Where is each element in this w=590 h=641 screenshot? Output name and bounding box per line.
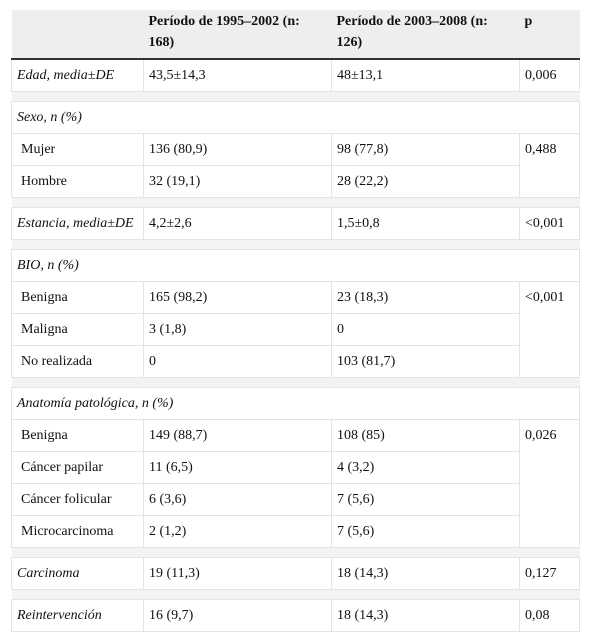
data-row: Microcarcinoma 2 (1,2) 7 (5,6)	[11, 515, 580, 548]
spacer	[11, 377, 580, 388]
header-cell: Período de 2003–2008 (n: 126)	[331, 10, 520, 60]
value-cell: 4 (3,2)	[331, 451, 520, 484]
value-cell: 103 (81,7)	[331, 345, 520, 378]
value-cell: 19 (11,3)	[143, 557, 332, 590]
p-value: 0,127	[519, 557, 580, 590]
section-title: BIO, n (%)	[11, 249, 580, 282]
value-cell: 2 (1,2)	[143, 515, 332, 548]
row-label: Estancia, media±DE	[11, 207, 144, 240]
value-cell: 18 (14,3)	[331, 599, 520, 632]
section-row: Anatomía patológica, n (%)	[11, 387, 580, 420]
value-cell: 149 (88,7)	[143, 419, 332, 452]
value-cell: 18 (14,3)	[331, 557, 520, 590]
data-row: Edad, media±DE 43,5±14,3 48±13,1 0,006	[11, 58, 580, 92]
row-label: Benigna	[11, 281, 144, 314]
section-row: Sexo, n (%)	[11, 101, 580, 134]
value-cell: 0	[143, 345, 332, 378]
header-cell: Período de 1995–2002 (n: 168)	[143, 10, 332, 60]
value-cell: 6 (3,6)	[143, 483, 332, 516]
section-title: Sexo, n (%)	[11, 101, 580, 134]
data-row: Cáncer papilar 11 (6,5) 4 (3,2)	[11, 451, 580, 484]
value-cell: 7 (5,6)	[331, 483, 520, 516]
row-label: Mujer	[11, 133, 144, 166]
header-cell: p	[519, 10, 580, 60]
row-label: Cáncer folicular	[11, 483, 144, 516]
header-cell	[11, 10, 144, 60]
value-cell: 23 (18,3)	[331, 281, 520, 314]
spacer	[11, 239, 580, 250]
data-row: No realizada 0 103 (81,7)	[11, 345, 580, 378]
value-cell: 11 (6,5)	[143, 451, 332, 484]
spacer	[11, 197, 580, 208]
value-cell: 108 (85)	[331, 419, 520, 452]
p-value: 0,026	[519, 419, 580, 548]
spacer-row	[11, 547, 580, 558]
value-cell: 4,2±2,6	[143, 207, 332, 240]
row-label: No realizada	[11, 345, 144, 378]
data-row: Mujer 136 (80,9) 98 (77,8) 0,488	[11, 133, 580, 198]
value-cell: 136 (80,9)	[143, 133, 332, 166]
data-row: Reintervención 16 (9,7) 18 (14,3) 0,08	[11, 599, 580, 632]
p-value: 0,08	[519, 599, 580, 632]
value-cell: 98 (77,8)	[331, 133, 520, 166]
p-value: 0,006	[519, 58, 580, 92]
spacer-row	[11, 589, 580, 600]
p-value: <0,001	[519, 281, 580, 378]
header-row: Período de 1995–2002 (n: 168) Período de…	[11, 10, 580, 60]
table-body: Edad, media±DE 43,5±14,3 48±13,1 0,006 Sexo,…	[11, 58, 580, 632]
value-cell: 48±13,1	[331, 58, 520, 92]
data-row: Benigna 149 (88,7) 108 (85) 0,026	[11, 419, 580, 548]
data-row: Estancia, media±DE 4,2±2,6 1,5±0,8 <0,001	[11, 207, 580, 240]
spacer-row	[11, 377, 580, 388]
spacer-row	[11, 197, 580, 208]
data-row: Benigna 165 (98,2) 23 (18,3) <0,001	[11, 281, 580, 378]
data-row: Cáncer folicular 6 (3,6) 7 (5,6)	[11, 483, 580, 516]
spacer	[11, 547, 580, 558]
value-cell: 16 (9,7)	[143, 599, 332, 632]
row-label: Edad, media±DE	[11, 58, 144, 92]
p-value: <0,001	[519, 207, 580, 240]
value-cell: 3 (1,8)	[143, 313, 332, 346]
section-title: Anatomía patológica, n (%)	[11, 387, 580, 420]
value-cell: 1,5±0,8	[331, 207, 520, 240]
row-label: Cáncer papilar	[11, 451, 144, 484]
spacer	[11, 91, 580, 102]
p-value: 0,488	[519, 133, 580, 198]
row-label: Maligna	[11, 313, 144, 346]
data-row: Maligna 3 (1,8) 0	[11, 313, 580, 346]
data-row: Hombre 32 (19,1) 28 (22,2)	[11, 165, 580, 198]
value-cell: 7 (5,6)	[331, 515, 520, 548]
row-label: Benigna	[11, 419, 144, 452]
spacer-row	[11, 91, 580, 102]
value-cell: 43,5±14,3	[143, 58, 332, 92]
data-table: Período de 1995–2002 (n: 168) Período de…	[11, 10, 580, 632]
section-row: BIO, n (%)	[11, 249, 580, 282]
value-cell: 0	[331, 313, 520, 346]
row-label: Carcinoma	[11, 557, 144, 590]
spacer-row	[11, 239, 580, 250]
data-row: Carcinoma 19 (11,3) 18 (14,3) 0,127	[11, 557, 580, 590]
spacer	[11, 589, 580, 600]
row-label: Reintervención	[11, 599, 144, 632]
row-label: Microcarcinoma	[11, 515, 144, 548]
value-cell: 28 (22,2)	[331, 165, 520, 198]
row-label: Hombre	[11, 165, 144, 198]
value-cell: 165 (98,2)	[143, 281, 332, 314]
value-cell: 32 (19,1)	[143, 165, 332, 198]
